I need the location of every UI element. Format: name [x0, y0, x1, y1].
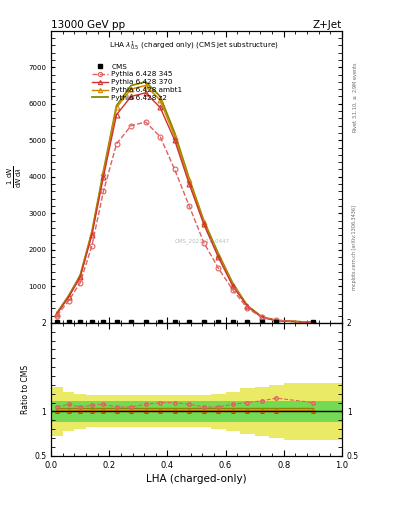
X-axis label: LHA (charged-only): LHA (charged-only) — [146, 474, 247, 484]
Text: mcplots.cern.ch [arXiv:1306.3436]: mcplots.cern.ch [arXiv:1306.3436] — [352, 205, 357, 290]
Y-axis label: $\frac{1}{\mathrm{d}N}\frac{\mathrm{d}N}{\mathrm{d}\lambda}$: $\frac{1}{\mathrm{d}N}\frac{\mathrm{d}N}… — [6, 166, 24, 188]
Legend: CMS, Pythia 6.428 345, Pythia 6.428 370, Pythia 6.428 ambt1, Pythia 6.428 z2: CMS, Pythia 6.428 345, Pythia 6.428 370,… — [90, 60, 185, 104]
Text: 13000 GeV pp: 13000 GeV pp — [51, 20, 125, 30]
Text: Z+Jet: Z+Jet — [313, 20, 342, 30]
Y-axis label: Ratio to CMS: Ratio to CMS — [21, 365, 30, 414]
Text: CMS_2021_11_0447: CMS_2021_11_0447 — [175, 238, 230, 244]
Text: LHA $\lambda^{1}_{0.5}$ (charged only) (CMS jet substructure): LHA $\lambda^{1}_{0.5}$ (charged only) (… — [109, 39, 279, 53]
Text: Rivet 3.1.10, $\geq$ 2.9M events: Rivet 3.1.10, $\geq$ 2.9M events — [352, 61, 359, 133]
